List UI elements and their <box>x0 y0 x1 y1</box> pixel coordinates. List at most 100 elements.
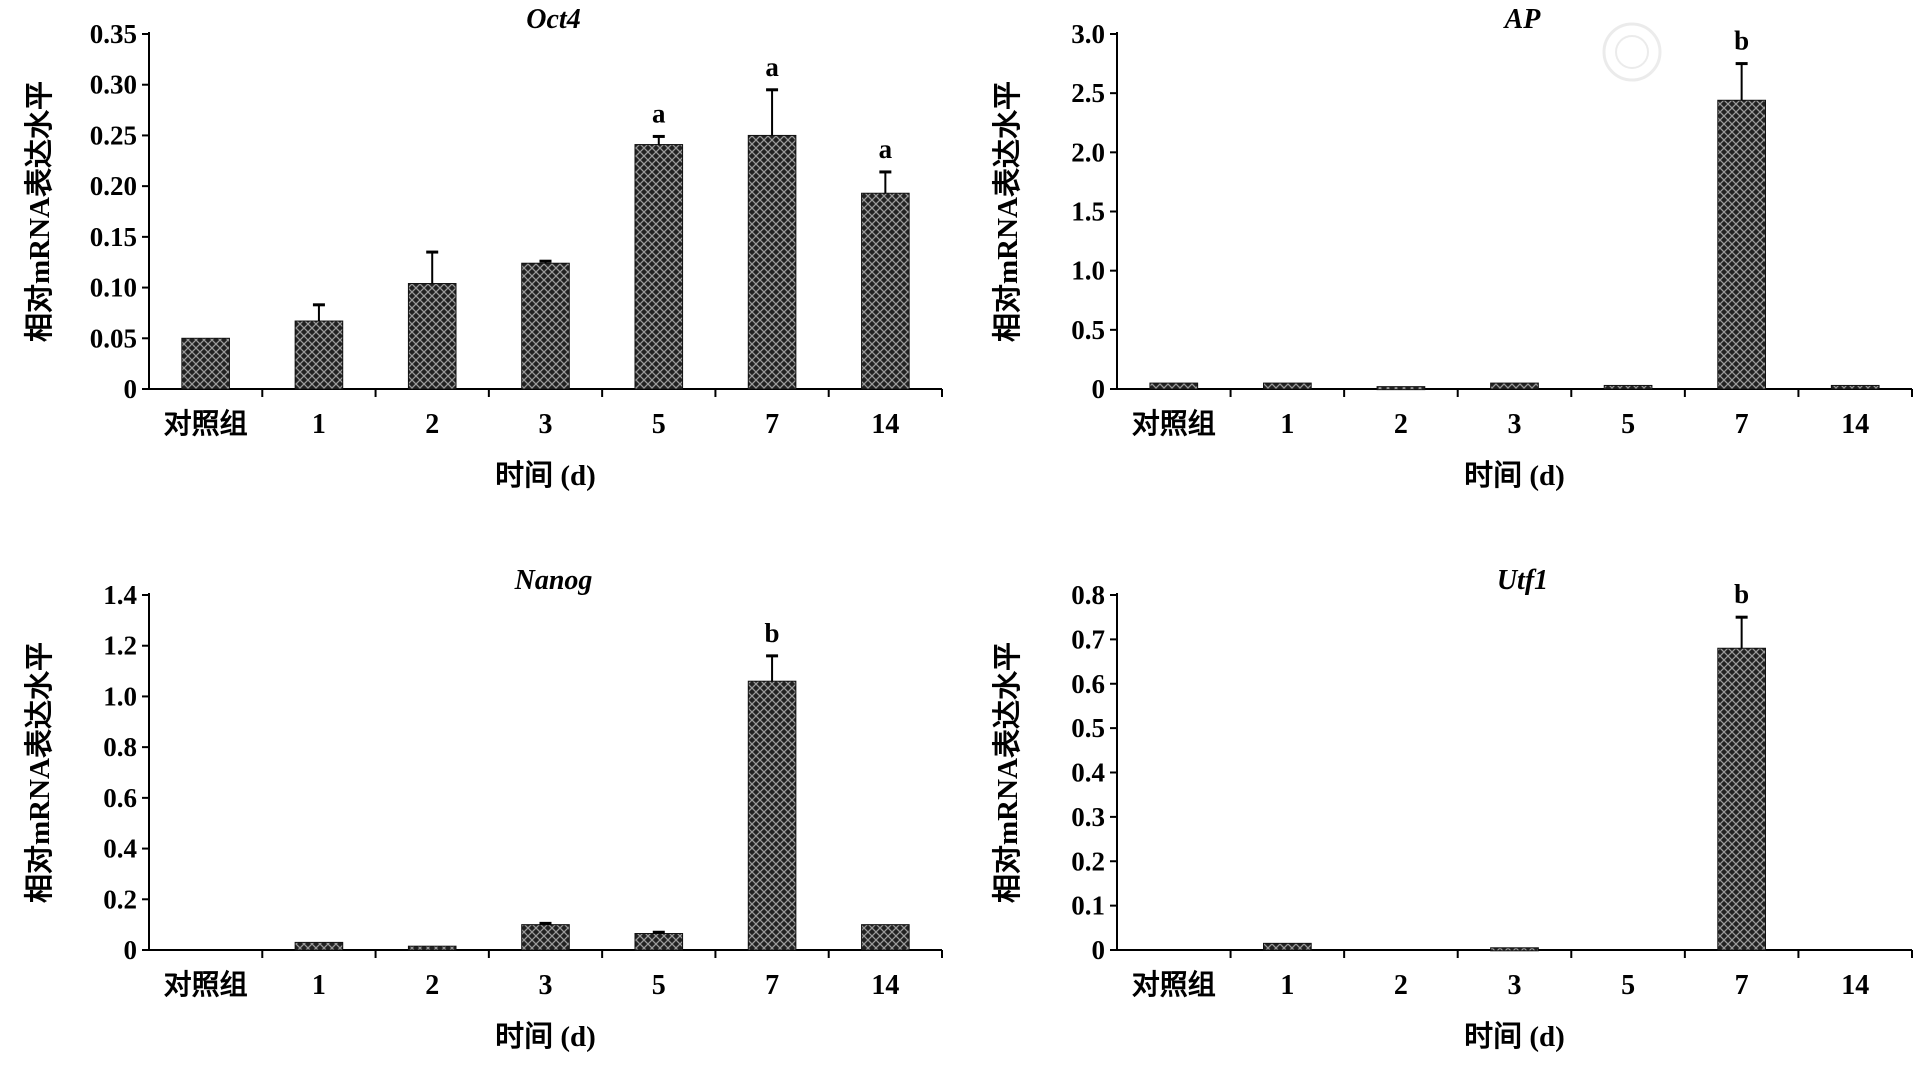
y-tick-label: 0.20 <box>90 171 137 201</box>
y-tick-label: 0 <box>1092 935 1106 965</box>
y-tick-label: 0.1 <box>1071 891 1105 921</box>
bar <box>1263 382 1312 390</box>
y-tick-label: 0.8 <box>103 732 137 762</box>
x-axis-label: 时间 (d) <box>1464 459 1565 492</box>
x-tick-label: 对照组 <box>164 408 248 440</box>
significance-label: a <box>879 134 893 164</box>
significance-label: b <box>1734 26 1749 56</box>
y-tick-label: 0.30 <box>90 70 137 100</box>
chart-utf1: Utf1 0 0.1 0.2 0.3 0.4 0.5 0.6 0.7 0.8 相对mRNA表达水平时… <box>991 565 1913 1053</box>
bar <box>1717 99 1766 390</box>
x-tick-label: 3 <box>1508 970 1522 1001</box>
y-tick-label: 0.2 <box>103 884 137 914</box>
y-tick-label: 0.05 <box>90 323 137 353</box>
y-axis-label: 相对mRNA表达水平 <box>991 642 1024 903</box>
bar <box>521 924 570 951</box>
bar <box>294 941 344 951</box>
x-tick-label: 14 <box>1841 409 1869 440</box>
y-tick-label: 0 <box>124 374 138 404</box>
bar <box>407 945 457 951</box>
x-tick-label: 7 <box>765 970 779 1001</box>
bar <box>1490 947 1539 952</box>
bar <box>1149 382 1199 390</box>
bar <box>181 337 230 390</box>
y-tick-label: 0.7 <box>1071 624 1105 654</box>
y-tick-label: 0.4 <box>103 834 137 864</box>
x-tick-label: 7 <box>1735 409 1749 440</box>
y-tick-label: 0.35 <box>90 19 137 49</box>
significance-label: b <box>765 618 780 648</box>
chart-oct4: Oct4 0 0.05 0.10 0.15 0.20 0.25 0.30 0.35 相对mRNA表… <box>23 4 943 492</box>
y-tick-label: 0.8 <box>1071 580 1105 610</box>
x-tick-label: 3 <box>1508 409 1522 440</box>
bar <box>407 283 457 390</box>
y-tick-label: 2.5 <box>1071 78 1105 108</box>
bar <box>634 144 684 390</box>
y-axis-label: 相对mRNA表达水平 <box>23 642 56 903</box>
y-axis-label: 相对mRNA表达水平 <box>23 81 56 342</box>
x-tick-label: 5 <box>1621 970 1635 1001</box>
bar <box>1376 386 1426 391</box>
x-tick-label: 1 <box>1280 409 1294 440</box>
y-tick-label: 0 <box>1092 374 1106 404</box>
y-tick-label: 0.25 <box>90 120 137 150</box>
y-tick-label: 1.4 <box>103 580 137 610</box>
x-axis-label: 时间 (d) <box>495 459 596 492</box>
bar <box>1717 647 1766 951</box>
bar <box>747 134 797 390</box>
y-tick-label: 0.5 <box>1071 713 1105 743</box>
x-tick-label: 14 <box>871 970 899 1001</box>
x-tick-label: 1 <box>1280 970 1294 1001</box>
y-tick-label: 0.15 <box>90 222 137 252</box>
y-tick-label: 0.6 <box>1071 669 1105 699</box>
bar <box>861 924 910 951</box>
chart-nanog: Nanog 0 0.2 0.4 0.6 0.8 1.0 1.2 1.4 相对mRNA表达水平时间 … <box>23 565 943 1053</box>
y-tick-label: 0.5 <box>1071 315 1105 345</box>
significance-label: a <box>765 52 779 82</box>
x-tick-label: 2 <box>1394 409 1408 440</box>
y-tick-label: 1.5 <box>1071 197 1105 227</box>
significance-label: a <box>652 98 666 128</box>
bar <box>1603 384 1653 390</box>
x-tick-label: 7 <box>765 409 779 440</box>
x-tick-label: 14 <box>871 409 899 440</box>
x-tick-label: 5 <box>652 409 666 440</box>
y-tick-label: 1.2 <box>103 631 137 661</box>
x-tick-label: 3 <box>539 970 553 1001</box>
x-axis-label: 时间 (d) <box>495 1020 596 1053</box>
chart-title: Utf1 <box>1497 565 1548 596</box>
x-tick-label: 2 <box>1394 970 1408 1001</box>
y-tick-label: 1.0 <box>103 681 137 711</box>
y-tick-label: 0.3 <box>1071 802 1105 832</box>
bar <box>294 320 344 390</box>
significance-label: b <box>1734 579 1749 609</box>
x-tick-label: 对照组 <box>1132 969 1216 1001</box>
y-tick-label: 3.0 <box>1071 19 1105 49</box>
chart-title: AP <box>1503 4 1542 35</box>
chart-title: Oct4 <box>526 4 580 35</box>
y-tick-label: 0.2 <box>1071 846 1105 876</box>
x-tick-label: 1 <box>312 409 326 440</box>
y-tick-label: 1.0 <box>1071 256 1105 286</box>
bar <box>861 192 910 390</box>
x-tick-label: 5 <box>1621 409 1635 440</box>
bar <box>1830 384 1880 390</box>
x-tick-label: 对照组 <box>1132 408 1216 440</box>
bar <box>521 262 570 390</box>
watermark-seal <box>1602 22 1662 82</box>
bar <box>1263 942 1312 951</box>
x-tick-label: 对照组 <box>164 969 248 1001</box>
x-tick-label: 14 <box>1841 970 1869 1001</box>
y-tick-label: 0.4 <box>1071 758 1105 788</box>
x-tick-label: 1 <box>312 970 326 1001</box>
y-tick-label: 0.6 <box>103 783 137 813</box>
chart-title: Nanog <box>514 565 593 596</box>
x-tick-label: 7 <box>1735 970 1749 1001</box>
bar <box>1490 382 1539 390</box>
y-tick-label: 2.0 <box>1071 137 1105 167</box>
x-tick-label: 3 <box>539 409 553 440</box>
x-tick-label: 2 <box>425 970 439 1001</box>
bar <box>634 933 684 951</box>
